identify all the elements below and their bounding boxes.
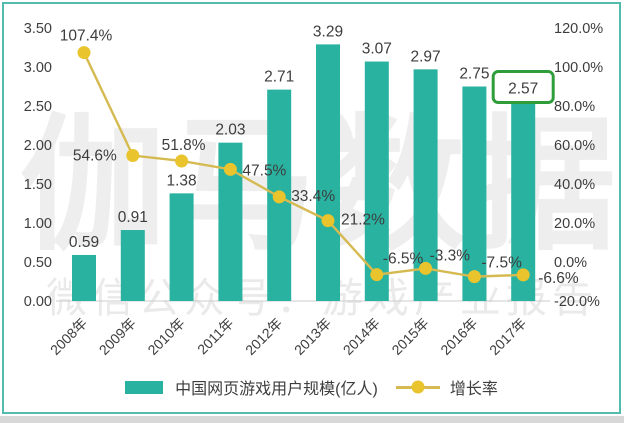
line-marker <box>272 190 286 204</box>
x-axis-label: 2012年 <box>242 315 285 358</box>
left-axis-tick: 0.00 <box>24 294 52 310</box>
bar-value-label: 2.75 <box>459 66 489 83</box>
bar-value-label: 3.29 <box>313 23 343 40</box>
x-axis-label: 2010年 <box>144 315 187 358</box>
line-marker <box>175 154 189 168</box>
bar-2008年 <box>72 254 96 301</box>
right-axis-tick: 20.0% <box>554 216 595 232</box>
bar-value-label: 2.71 <box>264 69 294 86</box>
x-axis-label: 2013年 <box>291 315 334 358</box>
x-axis-label: 2014年 <box>340 315 383 358</box>
chart-canvas: 伽马数据微信公众号：游戏产业报告3.503.002.502.001.501.00… <box>20 21 616 358</box>
line-value-label: 33.4% <box>291 188 335 205</box>
left-axis-tick: 2.00 <box>24 138 52 154</box>
legend: 中国网页游戏用户规模(亿人) 增长率 <box>4 372 619 402</box>
legend-line-dot-icon <box>411 380 425 394</box>
left-axis-tick: 1.00 <box>24 216 52 232</box>
left-axis-tick: 2.50 <box>24 99 52 115</box>
left-axis-tick: 3.00 <box>24 60 52 76</box>
bar-value-label: 2.97 <box>411 48 441 65</box>
bar-value-label: 3.07 <box>362 41 392 58</box>
line-marker <box>321 214 335 228</box>
legend-line-label: 增长率 <box>449 381 498 398</box>
line-value-label: -3.3% <box>430 247 471 264</box>
bar-2013年 <box>316 44 340 301</box>
bar-value-label: 0.91 <box>118 209 148 226</box>
line-value-label: -7.5% <box>481 255 522 272</box>
bar-2016年 <box>462 86 487 301</box>
line-value-label: -6.6% <box>538 270 579 287</box>
right-axis-tick: 0.0% <box>554 255 587 271</box>
bar-2010年 <box>169 193 194 301</box>
line-value-label: -6.5% <box>383 251 424 268</box>
bar-value-label: 1.38 <box>167 172 197 189</box>
x-axis-label: 2015年 <box>388 315 431 358</box>
line-marker <box>370 268 384 282</box>
bar-value-label-highlighted: 2.57 <box>508 81 538 98</box>
line-marker <box>77 46 91 60</box>
line-value-label: 107.4% <box>60 28 113 45</box>
left-axis-tick: 3.50 <box>24 21 52 37</box>
chart-frame: 伽马数据微信公众号：游戏产业报告3.503.002.502.001.501.00… <box>2 2 621 414</box>
x-axis-label: 2016年 <box>437 315 480 358</box>
x-axis-label: 2008年 <box>47 315 90 358</box>
bar-2014年 <box>364 61 389 301</box>
line-value-label: 21.2% <box>341 212 385 229</box>
legend-bar-swatch <box>125 380 164 394</box>
right-axis-tick: 60.0% <box>554 138 595 154</box>
left-axis-tick: 0.50 <box>24 255 52 271</box>
bar-value-label: 0.59 <box>69 234 99 251</box>
line-marker <box>467 270 481 284</box>
legend-line-swatch <box>395 380 440 394</box>
right-axis-tick: 100.0% <box>554 60 603 76</box>
legend-bar-label: 中国网页游戏用户规模(亿人) <box>175 381 378 398</box>
line-marker <box>516 268 530 282</box>
line-value-label: 51.8% <box>162 137 206 154</box>
growth-line <box>82 52 524 278</box>
line-marker <box>126 149 140 163</box>
left-axis-tick: 1.50 <box>24 177 52 193</box>
bar-2009年 <box>120 230 145 301</box>
highlight-box <box>491 70 555 105</box>
right-axis-tick: 80.0% <box>554 99 595 115</box>
line-value-label: 47.5% <box>242 162 286 179</box>
line-marker <box>223 162 237 176</box>
right-axis-tick: -20.0% <box>554 294 600 310</box>
page-background-strip <box>0 416 624 423</box>
x-axis-label: 2009年 <box>96 315 139 358</box>
line-value-label: 54.6% <box>73 148 117 165</box>
x-axis-label: 2011年 <box>194 315 237 358</box>
right-axis-tick: 120.0% <box>554 21 603 37</box>
bar-2017年 <box>511 100 536 301</box>
bar-value-label: 2.03 <box>215 122 245 139</box>
x-axis-label: 2017年 <box>486 315 529 358</box>
right-axis-tick: 40.0% <box>554 177 595 193</box>
line-marker <box>419 261 433 275</box>
